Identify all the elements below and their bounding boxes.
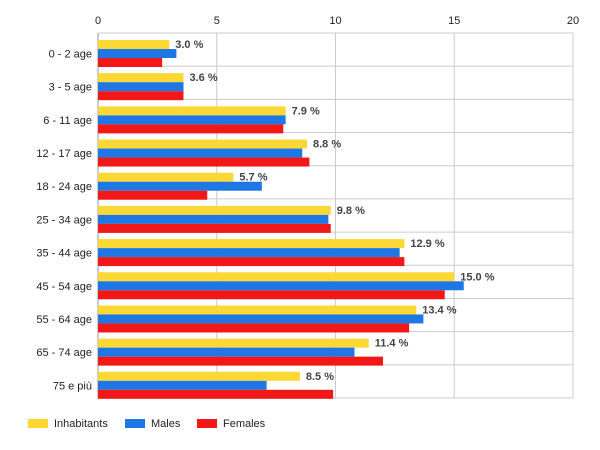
category-label: 3 - 5 age [49, 82, 92, 94]
bar-females-8 [98, 323, 410, 333]
bar-males-9 [98, 347, 355, 357]
category-label: 65 - 74 age [36, 347, 92, 359]
data-label: 11.4 % [375, 338, 409, 350]
data-label: 8.8 % [313, 139, 341, 151]
x-tick-label: 20 [567, 15, 579, 27]
data-label: 3.6 % [190, 72, 218, 84]
data-label: 15.0 % [460, 271, 494, 283]
category-label: 35 - 44 age [36, 248, 92, 260]
bar-inhabitants-7 [98, 272, 455, 282]
legend-swatch-males [125, 419, 145, 428]
data-label: 13.4 % [422, 304, 456, 316]
bar-females-5 [98, 223, 331, 233]
bar-males-7 [98, 281, 464, 291]
data-label: 8.5 % [306, 371, 334, 383]
bar-males-5 [98, 214, 329, 224]
bar-inhabitants-0 [98, 40, 170, 49]
data-label: 12.9 % [410, 238, 444, 250]
legend-label-males: Males [151, 418, 181, 430]
bar-males-1 [98, 82, 184, 92]
bar-males-10 [98, 380, 267, 390]
bar-males-6 [98, 248, 400, 258]
x-tick-label: 0 [95, 15, 101, 27]
bar-inhabitants-3 [98, 139, 307, 149]
category-label: 12 - 17 age [36, 148, 92, 160]
bar-females-0 [98, 58, 163, 67]
bar-males-0 [98, 49, 177, 58]
bar-females-9 [98, 356, 383, 366]
category-label: 25 - 34 age [36, 214, 92, 226]
category-label: 75 e più [53, 380, 92, 392]
category-label: 18 - 24 age [36, 181, 92, 193]
category-labels: 0 - 2 age 3 - 5 age 6 - 11 age 12 - 17 age 1… [36, 49, 92, 393]
bar-inhabitants-2 [98, 106, 286, 116]
legend-label-females: Females [223, 418, 266, 430]
bar-males-4 [98, 181, 262, 191]
data-labels: 3.0 % 3.6 % 7.9 % 8.8 % 5.7 % 9.8 % 12.9 % 15.0… [175, 39, 494, 383]
legend-swatch-females [197, 419, 217, 428]
category-label: 6 - 11 age [43, 115, 92, 127]
bar-males-2 [98, 115, 286, 125]
bar-females-3 [98, 157, 310, 167]
bar-inhabitants-5 [98, 205, 331, 215]
bar-females-10 [98, 389, 334, 399]
data-label: 7.9 % [292, 105, 320, 117]
x-axis-tick-labels: 0 5 10 15 20 [95, 15, 579, 27]
bar-males-3 [98, 148, 303, 158]
bar-series [98, 40, 464, 399]
bar-inhabitants-1 [98, 73, 184, 83]
data-label: 9.8 % [337, 205, 365, 217]
category-label: 0 - 2 age [49, 49, 92, 61]
bar-females-7 [98, 290, 445, 300]
bar-inhabitants-8 [98, 305, 417, 315]
category-label: 45 - 54 age [36, 281, 92, 293]
legend-label-inhabitants: Inhabitants [54, 418, 108, 430]
bar-females-4 [98, 190, 208, 200]
x-tick-label: 15 [448, 15, 460, 27]
bar-inhabitants-6 [98, 239, 405, 249]
legend-swatch-inhabitants [28, 419, 48, 428]
bar-inhabitants-9 [98, 338, 369, 348]
bar-females-2 [98, 124, 284, 134]
data-label: 3.0 % [175, 39, 203, 51]
x-tick-label: 5 [214, 15, 220, 27]
legend: Inhabitants Males Females [28, 418, 266, 430]
x-tick-label: 10 [329, 15, 341, 27]
category-label: 55 - 64 age [36, 314, 92, 326]
data-label: 5.7 % [239, 172, 267, 184]
bar-inhabitants-4 [98, 172, 234, 182]
bar-females-1 [98, 91, 184, 101]
bar-inhabitants-10 [98, 371, 300, 381]
bar-females-6 [98, 257, 405, 267]
bar-males-8 [98, 314, 424, 324]
